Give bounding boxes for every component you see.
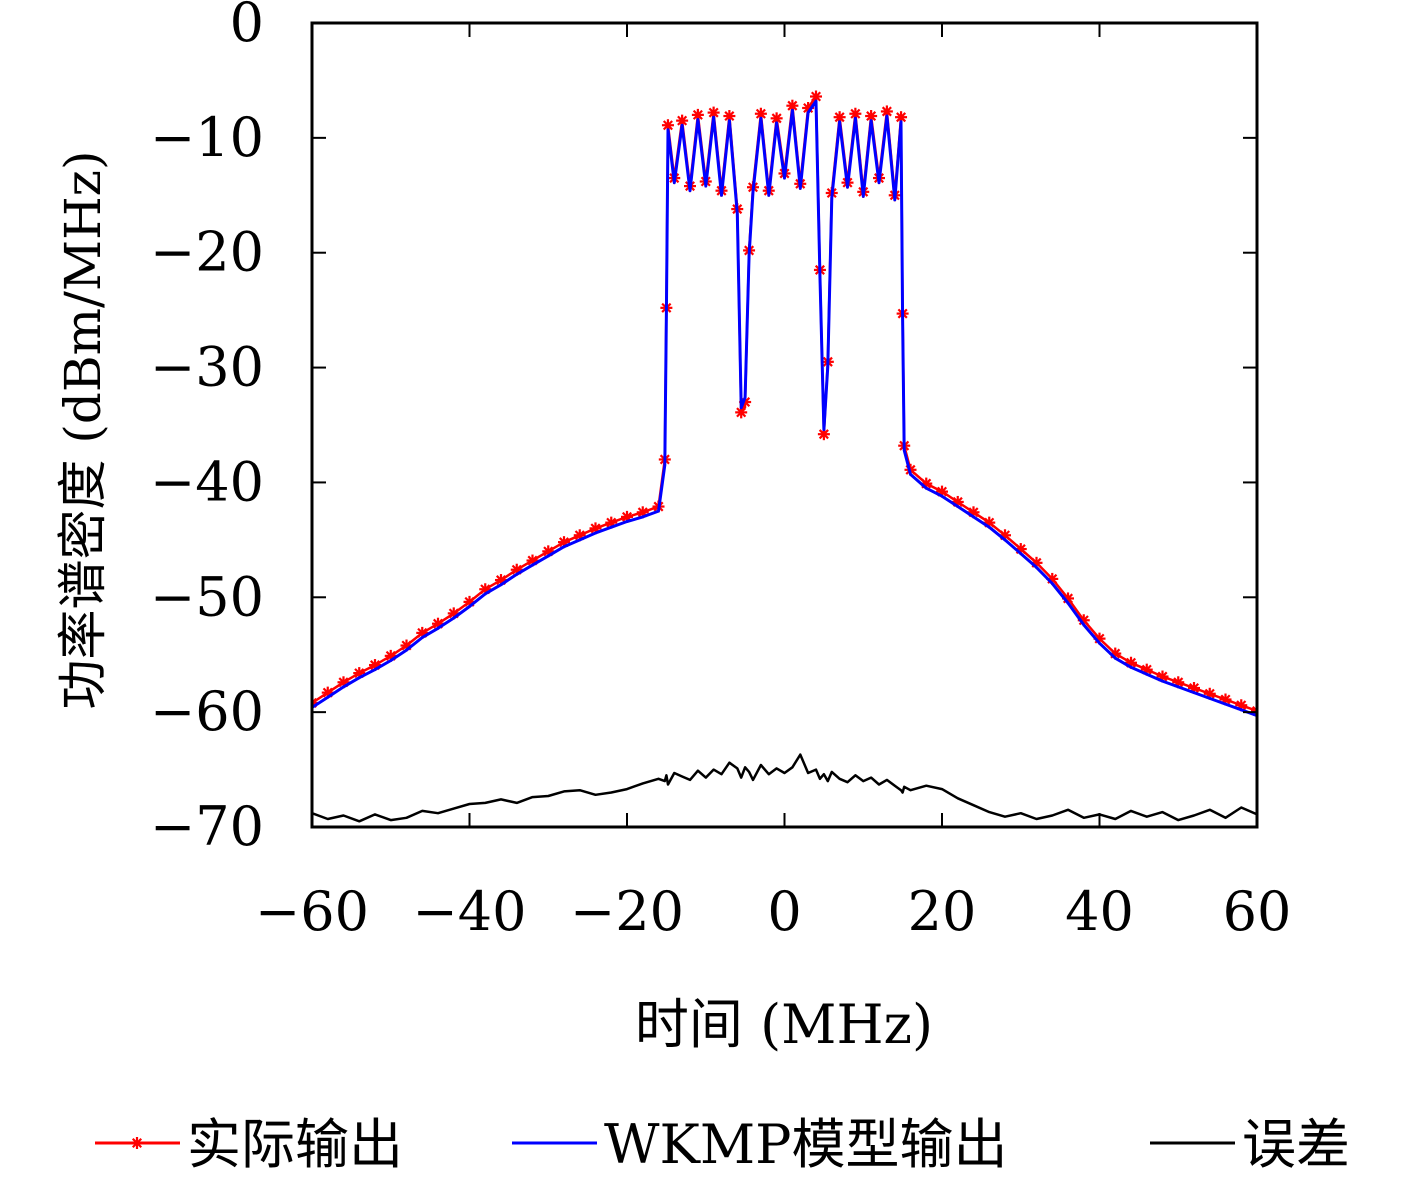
y-axis-label: 功率谱密度 (dBm/MHz) xyxy=(54,150,112,709)
marker-stroke xyxy=(1251,705,1257,713)
x-tick-label: 0 xyxy=(767,880,801,943)
x-tick-label: 20 xyxy=(908,880,977,943)
y-tick-label: −40 xyxy=(150,450,264,513)
y-tick-label: −50 xyxy=(150,565,264,628)
series-line xyxy=(312,99,1257,718)
marker-stroke xyxy=(338,677,349,688)
x-axis-label: 时间 (MHz) xyxy=(635,993,933,1056)
series-line xyxy=(312,753,1257,823)
y-tick-label: −20 xyxy=(150,221,264,284)
tick-layer: −60 −40 −20 0 20 40 60 0 −10 −20 −30 −40 −50 −60 −70 xyxy=(150,0,1291,943)
series-2 xyxy=(312,99,1257,718)
marker-stroke xyxy=(818,429,829,440)
marker-stroke xyxy=(787,100,798,111)
marker-stroke xyxy=(896,112,907,123)
legend-item-3: 误差 xyxy=(1150,1113,1350,1176)
legend-label: WKMP模型输出 xyxy=(604,1113,1007,1176)
data-point-marker xyxy=(770,112,783,125)
marker-stroke xyxy=(606,517,617,528)
marker-stroke xyxy=(574,530,585,541)
marker-stroke xyxy=(881,106,892,117)
marker-stroke xyxy=(803,102,814,114)
data-point-marker xyxy=(895,111,908,124)
marker-stroke xyxy=(480,584,491,595)
marker-stroke xyxy=(736,407,747,418)
data-point-marker xyxy=(661,119,674,132)
marker-stroke xyxy=(662,120,673,131)
marker-stroke xyxy=(527,555,538,566)
marker-stroke xyxy=(621,511,633,522)
y-tick-label: −70 xyxy=(150,795,264,858)
marker-stroke xyxy=(850,108,861,119)
x-tick-label: 40 xyxy=(1065,880,1134,943)
y-tick-label: −60 xyxy=(150,680,264,743)
x-tick-label: −20 xyxy=(570,880,684,943)
marker-stroke xyxy=(543,546,554,557)
x-tick-label: −40 xyxy=(413,880,527,943)
marker-stroke xyxy=(834,112,845,123)
marker-stroke xyxy=(692,109,703,120)
marker-stroke xyxy=(354,668,365,679)
marker-stroke xyxy=(866,111,877,122)
marker-stroke xyxy=(495,575,507,586)
marker-stroke xyxy=(708,107,719,118)
marker-stroke xyxy=(312,697,318,705)
legend-item-1: 实际输出 xyxy=(95,1113,403,1176)
x-tick-label: 60 xyxy=(1223,880,1292,943)
marker-stroke xyxy=(432,618,444,629)
marker-stroke xyxy=(637,507,648,518)
plot-frame xyxy=(310,21,1259,829)
marker-stroke xyxy=(771,113,782,124)
data-point-marker xyxy=(810,90,822,103)
marker-stroke xyxy=(385,650,396,661)
y-tick-label: −30 xyxy=(150,336,264,399)
x-tick-label: −60 xyxy=(255,880,369,943)
legend: 实际输出 WKMP模型输出 误差 xyxy=(95,1113,1350,1176)
marker-stroke xyxy=(724,111,735,122)
marker-stroke xyxy=(590,523,601,534)
marker-stroke xyxy=(448,608,459,619)
marker-stroke xyxy=(369,660,381,671)
marker-stroke xyxy=(131,1137,143,1149)
legend-label: 实际输出 xyxy=(187,1113,403,1176)
series-3 xyxy=(312,753,1257,823)
series-1 xyxy=(312,90,1257,717)
marker-stroke xyxy=(322,687,333,698)
legend-item-2: WKMP模型输出 xyxy=(512,1113,1007,1176)
marker-stroke xyxy=(677,115,688,126)
marker-stroke xyxy=(558,537,570,548)
data-point-marker xyxy=(131,1137,143,1149)
marker-stroke xyxy=(511,564,522,575)
y-tick-label: 0 xyxy=(230,0,264,54)
legend-label: 误差 xyxy=(1242,1113,1350,1176)
marker-stroke xyxy=(417,627,428,638)
y-tick-label: −10 xyxy=(150,106,264,169)
marker-stroke xyxy=(401,640,412,651)
marker-stroke xyxy=(755,108,766,119)
series-layer xyxy=(312,90,1257,823)
marker-stroke xyxy=(464,596,475,607)
marker-stroke xyxy=(810,91,822,102)
